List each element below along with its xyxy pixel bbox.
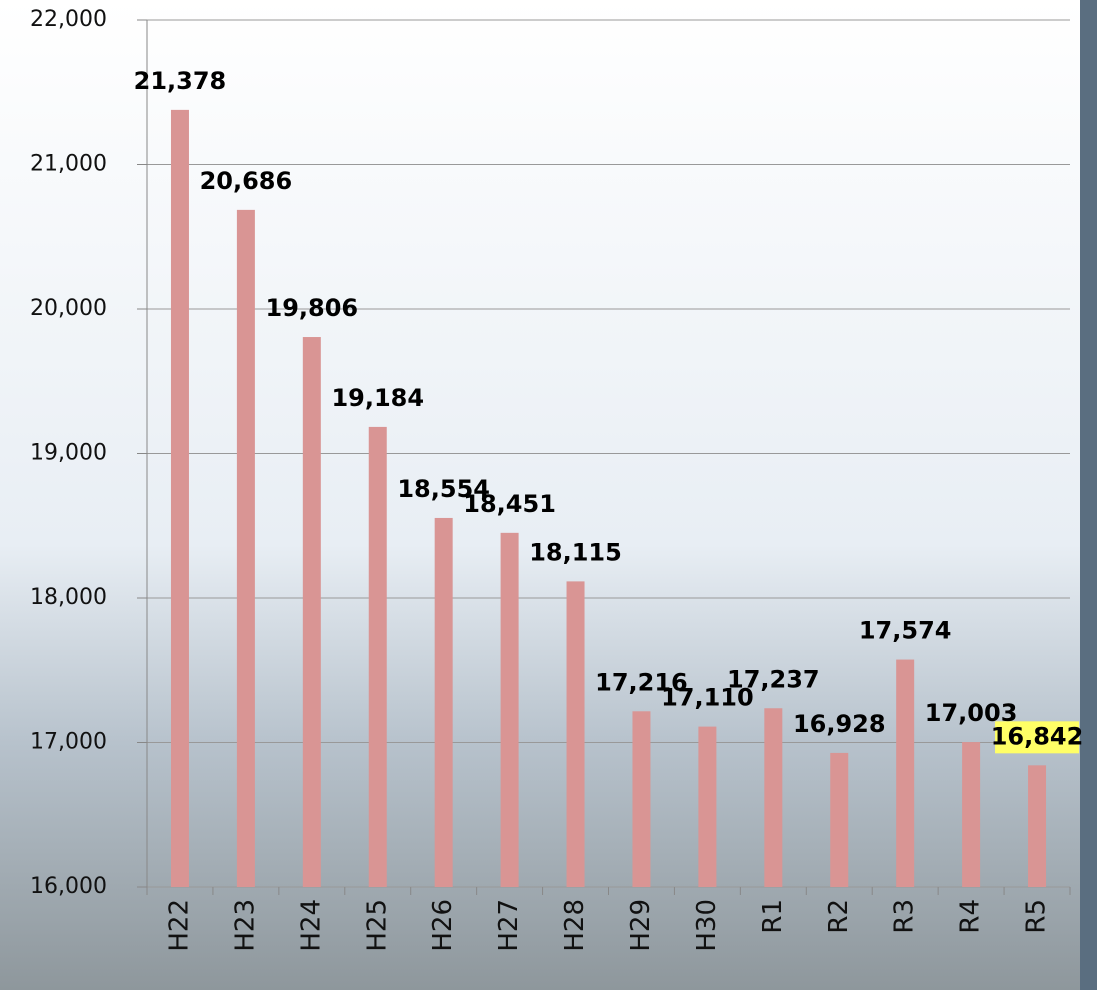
y-tick-label: 21,000 xyxy=(30,152,107,177)
x-tick-label: H22 xyxy=(164,899,194,952)
frame-edge xyxy=(1080,0,1097,990)
bar xyxy=(303,337,321,887)
bar xyxy=(962,742,980,887)
x-tick-label: H28 xyxy=(560,899,590,952)
value-label: 19,806 xyxy=(266,294,359,322)
x-tick-label: R3 xyxy=(890,899,920,934)
x-tick-label: H30 xyxy=(692,899,722,952)
value-label: 18,451 xyxy=(463,490,556,518)
bar xyxy=(1028,765,1046,887)
bar xyxy=(171,110,189,887)
x-tick-label: R1 xyxy=(758,899,788,934)
y-tick-label: 22,000 xyxy=(30,7,107,32)
bar xyxy=(764,708,782,887)
y-tick-label: 18,000 xyxy=(30,585,107,610)
value-label: 16,928 xyxy=(793,710,886,738)
bar xyxy=(632,711,650,887)
x-tick-label: H25 xyxy=(362,899,392,952)
x-tick-label: H27 xyxy=(494,899,524,952)
chart: 16,000 17,000 18,000 19,000 20,000 21,000 22,0… xyxy=(0,0,1097,990)
y-tick-label: 16,000 xyxy=(30,874,107,899)
value-label: 19,184 xyxy=(331,384,424,412)
x-tick-label: H26 xyxy=(428,899,458,952)
y-tick-label: 17,000 xyxy=(30,730,107,755)
bar xyxy=(896,660,914,887)
bar xyxy=(830,753,848,887)
y-tick-label: 19,000 xyxy=(30,441,107,466)
bar xyxy=(698,727,716,887)
bar xyxy=(435,518,453,887)
x-tick-label: H23 xyxy=(230,899,260,952)
bar xyxy=(567,581,585,887)
bar xyxy=(369,427,387,887)
value-label: 20,686 xyxy=(200,167,293,195)
value-label: 18,115 xyxy=(529,538,622,566)
x-tick-label: H29 xyxy=(626,899,656,952)
x-tick-label: R4 xyxy=(956,899,986,934)
value-label: 21,378 xyxy=(134,67,227,95)
x-tick-label: R5 xyxy=(1022,899,1052,934)
bar xyxy=(501,533,519,887)
y-tick-label: 20,000 xyxy=(30,296,107,321)
value-label: 16,842 xyxy=(991,722,1084,750)
x-tick-label: H24 xyxy=(296,899,326,952)
x-tick-label: R2 xyxy=(824,899,854,934)
bar xyxy=(237,210,255,887)
value-label: 17,574 xyxy=(859,617,952,645)
value-label: 17,237 xyxy=(727,665,820,693)
